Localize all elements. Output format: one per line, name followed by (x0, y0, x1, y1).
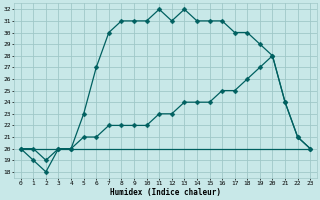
X-axis label: Humidex (Indice chaleur): Humidex (Indice chaleur) (110, 188, 221, 197)
